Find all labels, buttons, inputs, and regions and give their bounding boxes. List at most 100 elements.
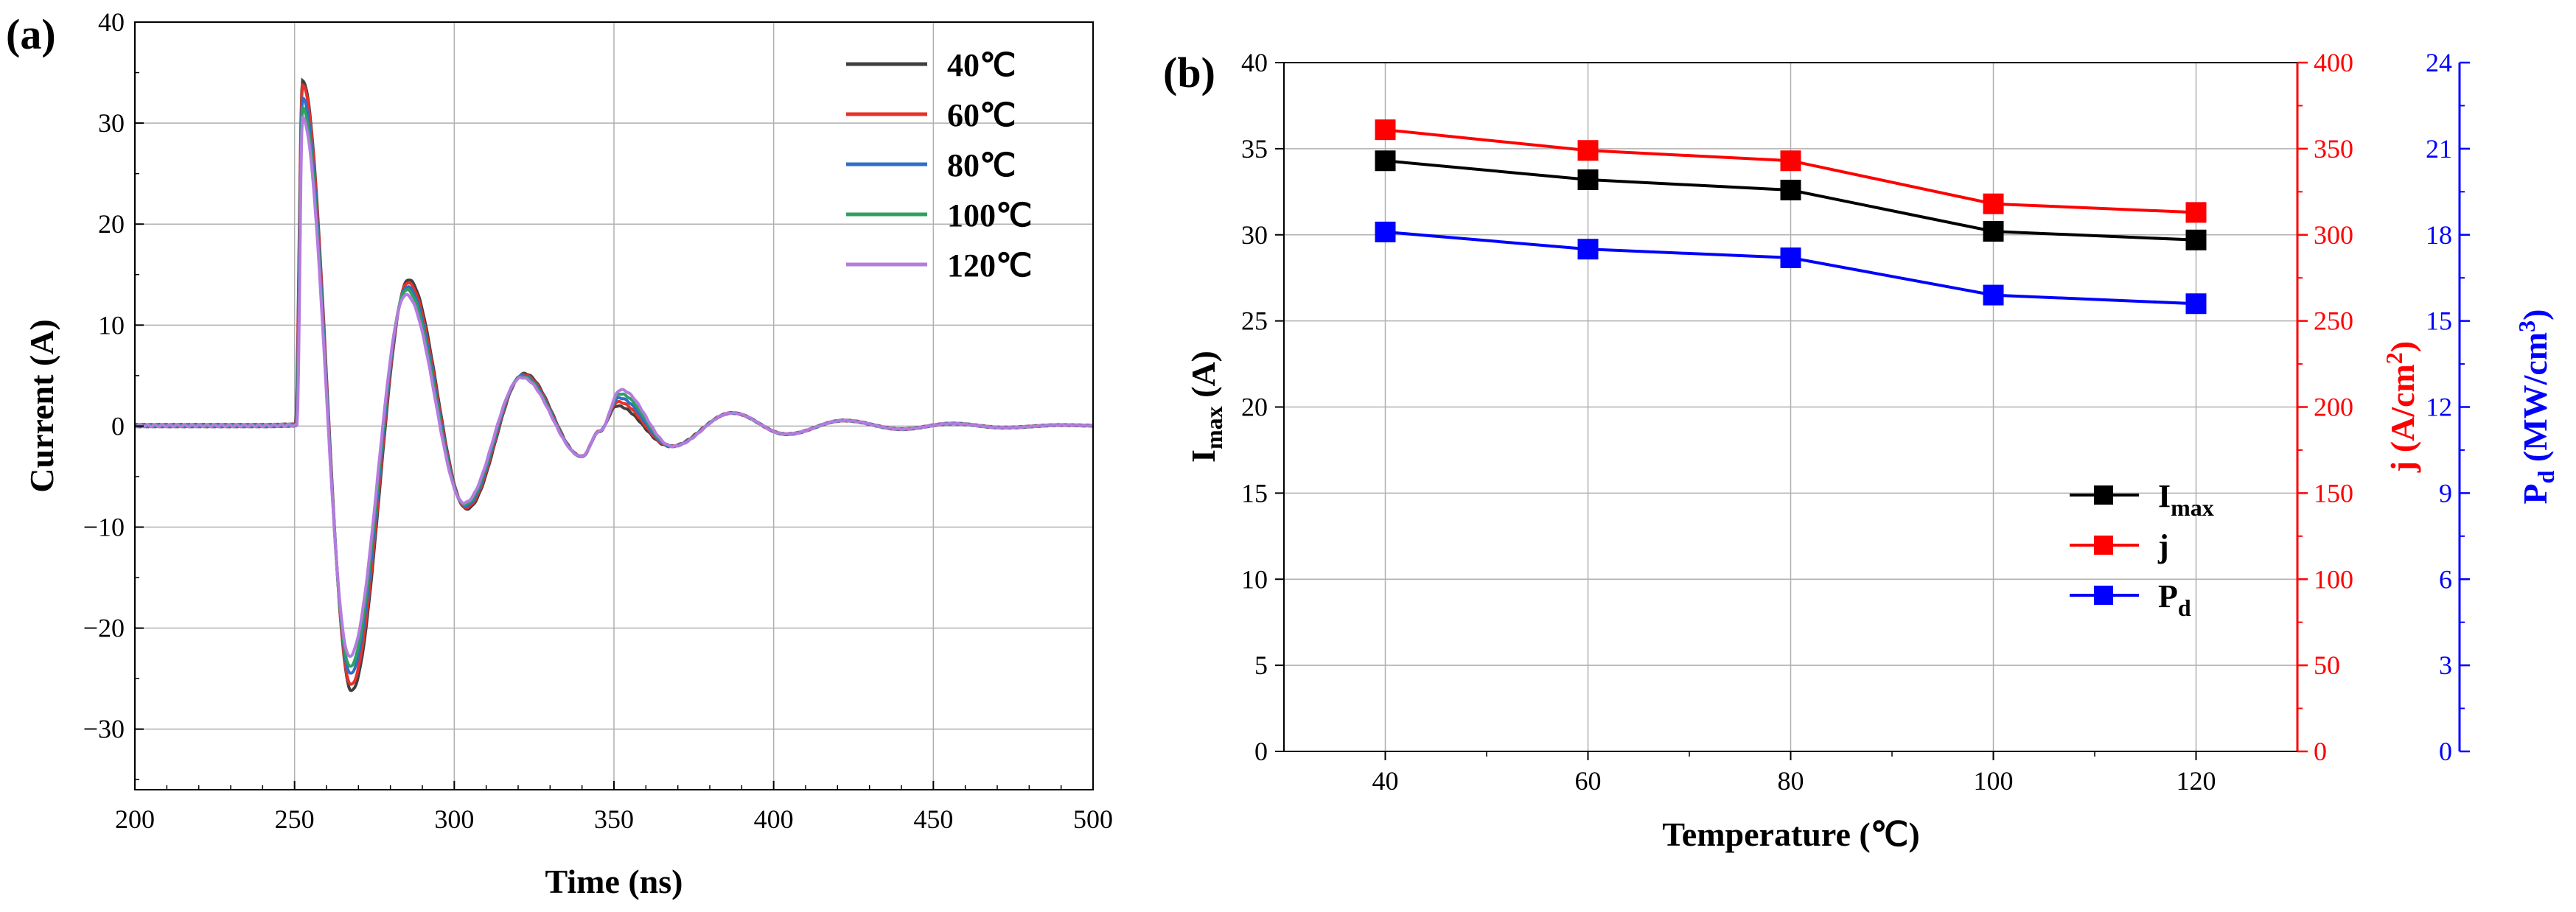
legend-label-sub: d <box>2178 594 2191 621</box>
chart-b-ylabel-right2-main: P <box>2516 483 2554 504</box>
legend-label-main: P <box>2158 578 2178 614</box>
tick-label-y: 20 <box>98 209 125 239</box>
chart-b-axis-labels: Imax (A)j (A/cm2)Pd (MW/cm3) <box>1184 309 2559 505</box>
series-marker-2 <box>2185 293 2207 315</box>
tick-label-y-right1: 100 <box>2314 564 2353 594</box>
tick-label-y-left: 15 <box>1241 478 1268 508</box>
chart-a-series <box>133 77 1094 692</box>
series-marker-1 <box>1780 150 1801 172</box>
series-marker-2 <box>1577 239 1599 260</box>
legend-label: 120℃ <box>947 248 1032 284</box>
tick-label-y-right1: 50 <box>2314 650 2340 680</box>
tick-label-x: 300 <box>434 804 474 834</box>
chart-b-ylabel-left-unit: (A) <box>1184 351 1222 406</box>
tick-label-y: −10 <box>83 513 125 542</box>
chart-a-ylabel: Current (A) <box>23 319 60 492</box>
series-marker-0 <box>1780 179 1801 200</box>
tick-label-y-left: 10 <box>1241 564 1268 594</box>
legend-label: Imax <box>2158 478 2214 521</box>
tick-label-y-right2: 9 <box>2439 478 2452 508</box>
chart-b-ylabel-right2-close: ) <box>2516 309 2554 320</box>
tick-label-y-right1: 150 <box>2314 478 2353 508</box>
legend-label-sub: max <box>2171 494 2214 521</box>
chart-b-ylabel-left: Imax (A) <box>1184 351 1227 463</box>
tick-label-x: 350 <box>594 804 634 834</box>
series-marker-2 <box>1780 247 1801 268</box>
series-marker-1 <box>1983 193 2004 214</box>
tick-label-x: 250 <box>275 804 315 834</box>
legend-label: 60℃ <box>947 97 1016 133</box>
tick-label-y: −30 <box>83 715 125 744</box>
chart-b-series <box>1375 119 2207 315</box>
chart-b-ylabel-right1-sup: 2 <box>2381 352 2407 364</box>
tick-label-y-right1: 250 <box>2314 306 2353 336</box>
tick-label-x: 200 <box>115 804 155 834</box>
tick-label-y-right2: 15 <box>2426 306 2452 336</box>
legend-swatch-marker <box>2094 485 2113 505</box>
tick-label-y-right2: 3 <box>2439 650 2452 680</box>
tick-label-y: 40 <box>98 7 125 37</box>
chart-b-ylabel-right1-unit: (A/cm <box>2384 364 2421 461</box>
tick-label-y-right1: 200 <box>2314 393 2353 422</box>
series-marker-0 <box>2185 229 2207 250</box>
tick-label-x: 80 <box>1778 766 1804 796</box>
tick-label-x: 120 <box>2177 766 2216 796</box>
tick-label-y-left: 35 <box>1241 134 1268 164</box>
legend-swatch-marker <box>2094 536 2113 555</box>
series-line-4 <box>133 115 1094 659</box>
tick-label-y-right1: 350 <box>2314 134 2353 164</box>
legend-label-main: j <box>2157 528 2169 564</box>
chart-a-xlabel: Time (ns) <box>545 863 683 900</box>
tick-label-y-right2: 21 <box>2426 134 2452 164</box>
chart-b-ylabel-left-sub: max <box>1201 406 1227 449</box>
legend-label: 100℃ <box>947 197 1032 234</box>
tick-label-y: −20 <box>83 614 125 643</box>
chart-a-legend: 40℃ 60℃ 80℃ 100℃ 120℃ <box>846 47 1032 284</box>
legend-swatch-marker <box>2094 586 2113 605</box>
tick-label-x: 400 <box>754 804 794 834</box>
tick-label-y: 30 <box>98 108 125 138</box>
tick-label-y-right2: 0 <box>2439 737 2452 766</box>
series-marker-1 <box>2185 202 2207 223</box>
tick-label-x: 60 <box>1575 766 1602 796</box>
legend-label: 40℃ <box>947 47 1016 83</box>
chart-b-ylabel-right1-main: j <box>2384 461 2421 473</box>
chart-b-ylabel-right2-sub: d <box>2533 470 2559 483</box>
chart-b: (b) 40 60 80 100 120051015202530354005010015… <box>1163 48 2559 853</box>
tick-label-y-right1: 0 <box>2314 737 2327 766</box>
tick-label-y-left: 0 <box>1254 737 1268 766</box>
series-marker-1 <box>1375 119 1396 141</box>
tick-label-x: 450 <box>913 804 953 834</box>
tick-label-y-right2: 6 <box>2439 564 2452 594</box>
legend-label: 80℃ <box>947 147 1016 183</box>
tick-label-y-left: 20 <box>1241 393 1268 422</box>
tick-label-x: 500 <box>1073 804 1113 834</box>
series-marker-2 <box>1983 284 2004 306</box>
series-marker-2 <box>1375 221 1396 242</box>
tick-label-x: 100 <box>1974 766 2014 796</box>
series-marker-0 <box>1375 150 1396 172</box>
legend-label: j <box>2157 528 2169 564</box>
tick-label-y-right2: 24 <box>2426 48 2452 77</box>
tick-label-y-left: 30 <box>1241 220 1268 250</box>
chart-a-ticks: 200 250 300 350 400 450 500 −30 −20 −10 0 10 20 30 40 <box>83 7 1113 834</box>
series-marker-0 <box>1577 169 1599 190</box>
chart-a: (a) 200 250 300 350 400 450 500 −30 −20 −10 0 10 20 3… <box>6 7 1113 900</box>
tick-label-y-right2: 18 <box>2426 220 2452 250</box>
tick-label-y-left: 25 <box>1241 306 1268 336</box>
panel-b-label: (b) <box>1163 49 1215 97</box>
chart-b-ylabel-right1-close: ) <box>2384 341 2421 352</box>
tick-label-y-left: 5 <box>1254 650 1268 680</box>
chart-b-ylabel-left-main: I <box>1184 449 1222 463</box>
legend-label-main: I <box>2158 478 2171 514</box>
chart-b-ylabel-right2-sup: 3 <box>2513 320 2540 332</box>
series-marker-0 <box>1983 221 2004 242</box>
tick-label-y: 0 <box>111 411 125 441</box>
tick-label-y: 10 <box>98 310 125 340</box>
tick-label-y-right1: 300 <box>2314 220 2353 250</box>
chart-b-xlabel: Temperature (℃) <box>1662 815 1919 853</box>
tick-label-y-right1: 400 <box>2314 48 2353 77</box>
legend-label: Pd <box>2158 578 2191 621</box>
